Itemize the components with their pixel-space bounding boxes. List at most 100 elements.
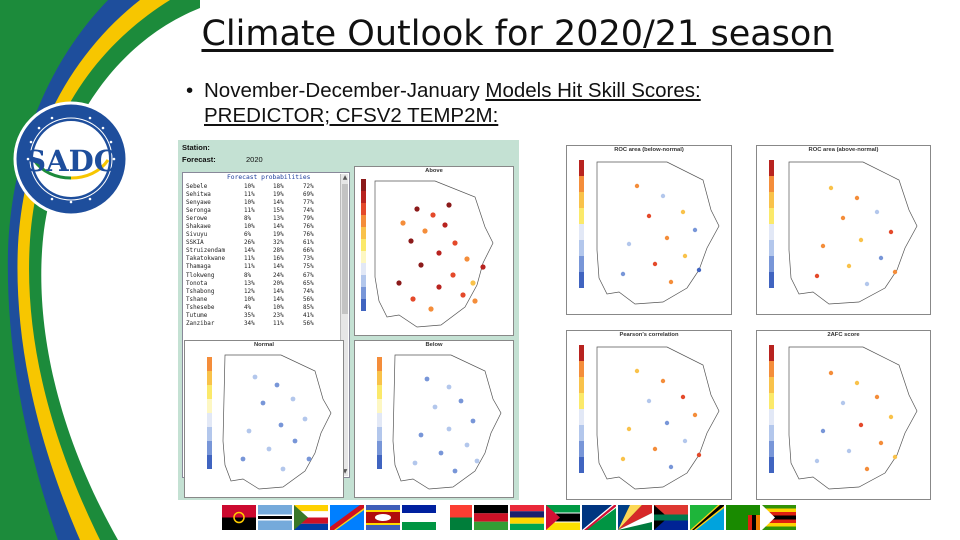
prob-normal: 14%: [273, 200, 284, 207]
prob-below: 10%: [244, 224, 255, 231]
probability-row[interactable]: Serowe 8% 13% 79%: [186, 215, 336, 223]
swoosh-decoration: [0, 0, 200, 540]
probability-row[interactable]: Thamaga 11% 14% 75%: [186, 263, 336, 271]
station-dots-above: [396, 202, 486, 312]
station-name: Thamaga: [186, 264, 211, 271]
probability-row[interactable]: Struizendam 14% 28% 66%: [186, 247, 336, 255]
station-name: Seronga: [186, 208, 211, 215]
prob-below: 6%: [244, 232, 252, 239]
skill-map-2afc: 2AFC score: [756, 330, 931, 500]
scroll-thumb[interactable]: [342, 184, 348, 314]
probability-row[interactable]: Senyawe 10% 14% 77%: [186, 199, 336, 207]
station-name: Sehitwa: [186, 192, 211, 199]
prob-below: 11%: [244, 256, 255, 263]
skill-scale-2afc: [769, 345, 774, 473]
station-dots-below: [412, 376, 480, 474]
flag-zimbabwe: [762, 505, 796, 530]
flag-dr-congo: [330, 505, 364, 530]
skill-dots-roc-above: [814, 185, 898, 287]
prob-normal: 13%: [273, 216, 284, 223]
station-name: Sebele: [186, 184, 208, 190]
station-name: SSKIA: [186, 240, 204, 247]
flag-madagascar: [438, 505, 472, 530]
skill-map-roc-above: ROC area (above-normal): [756, 145, 931, 315]
prob-above: 56%: [303, 320, 314, 327]
map-above: Above: [354, 166, 514, 336]
prob-above: 65%: [303, 280, 314, 287]
station-name: Zanzibar: [186, 320, 215, 327]
prob-normal: 14%: [273, 224, 284, 231]
prob-normal: 15%: [273, 208, 284, 215]
skill-scale-roc-below: [579, 160, 584, 288]
probability-row[interactable]: SSKIA 26% 32% 61%: [186, 239, 336, 247]
prob-normal: 18%: [273, 184, 284, 190]
forecast-panel: Station: Forecast: 2020 Forecast probabil…: [178, 140, 519, 500]
probability-row[interactable]: Seronga 11% 15% 74%: [186, 207, 336, 215]
station-name: Sivuyu: [186, 232, 208, 239]
probability-row[interactable]: Sivuyu 6% 19% 76%: [186, 231, 336, 239]
prob-above: 61%: [303, 240, 314, 247]
prob-above: 74%: [303, 288, 314, 295]
map-below-title: Below: [425, 342, 443, 348]
flag-south-africa: [654, 505, 688, 530]
probability-row[interactable]: Tshesebe 4% 10% 85%: [186, 304, 336, 312]
flag-lesotho: [402, 505, 436, 530]
probability-row[interactable]: Sehitwa 11% 19% 69%: [186, 191, 336, 199]
prob-below: 13%: [244, 280, 255, 287]
probability-row[interactable]: Sebele 10% 18% 72%: [186, 183, 336, 191]
probability-row[interactable]: Takatokwane 11% 16% 73%: [186, 255, 336, 263]
prob-below: 34%: [244, 320, 255, 327]
station-name: Tlokweng: [186, 272, 215, 279]
flag-mozambique: [546, 505, 580, 530]
probability-row[interactable]: Tonota 13% 20% 65%: [186, 280, 336, 288]
prob-normal: 19%: [273, 192, 284, 199]
flag-tanzania: [690, 505, 724, 530]
forecast-probabilities-title: Forecast probabilities: [227, 174, 311, 181]
color-scale-below: [377, 357, 382, 469]
station-name: Serowe: [186, 216, 208, 223]
prob-above: 41%: [303, 312, 314, 319]
probability-row[interactable]: Tlokweng 8% 24% 67%: [186, 272, 336, 280]
map-above-title: Above: [425, 168, 443, 174]
map-below: Below: [354, 340, 514, 498]
panel-header: Station: Forecast: 2020: [182, 142, 263, 165]
bullet-text-plain: November-December-January: [204, 79, 486, 102]
probability-row[interactable]: Tutume 35% 23% 41%: [186, 312, 336, 320]
list-scrollbar[interactable]: ▲ ▼: [340, 174, 348, 476]
station-name: Takatokwane: [186, 256, 226, 263]
prob-normal: 14%: [273, 264, 284, 271]
skill-scale-pearson: [579, 345, 584, 473]
prob-below: 35%: [244, 312, 255, 319]
forecast-label: Forecast:: [182, 155, 216, 164]
prob-normal: 28%: [273, 248, 284, 255]
prob-normal: 24%: [273, 272, 284, 279]
map-normal-title: Normal: [254, 342, 274, 348]
prob-normal: 23%: [273, 312, 284, 319]
bullet-text-line2: PREDICTOR; CFSV2 TEMP2M:: [204, 104, 499, 127]
prob-normal: 11%: [273, 320, 284, 327]
probability-row[interactable]: Tshane 10% 14% 56%: [186, 296, 336, 304]
prob-below: 26%: [244, 240, 255, 247]
prob-above: 79%: [303, 216, 314, 223]
bullet-point: • November-December-January Models Hit S…: [186, 78, 886, 128]
prob-below: 10%: [244, 200, 255, 207]
prob-normal: 32%: [273, 240, 284, 247]
station-label: Station:: [182, 143, 210, 152]
probability-row[interactable]: Tshabong 12% 14% 74%: [186, 288, 336, 296]
prob-normal: 20%: [273, 280, 284, 287]
skill-map-roc-below: ROC area (below-normal): [566, 145, 732, 315]
prob-below: 4%: [244, 304, 252, 311]
scroll-up-icon[interactable]: ▲: [342, 174, 348, 181]
prob-below: 10%: [244, 184, 255, 190]
probability-row[interactable]: Zanzibar 34% 11% 56%: [186, 320, 336, 328]
probability-row[interactable]: Shakawe 10% 14% 76%: [186, 223, 336, 231]
bullet-dot: •: [186, 79, 194, 102]
scroll-down-icon[interactable]: ▼: [342, 468, 348, 475]
prob-above: 85%: [303, 304, 314, 311]
prob-above: 56%: [303, 296, 314, 303]
skill-map-title-2afc: 2AFC score: [827, 332, 860, 338]
flag-namibia: [582, 505, 616, 530]
station-name: Tshesebe: [186, 304, 215, 311]
page-title: Climate Outlook for 2020/21 season: [201, 14, 834, 54]
probability-rows: Sebele 10% 18% 72% Sehitwa 11% 19% 69% Senyawe 10…: [186, 183, 336, 328]
